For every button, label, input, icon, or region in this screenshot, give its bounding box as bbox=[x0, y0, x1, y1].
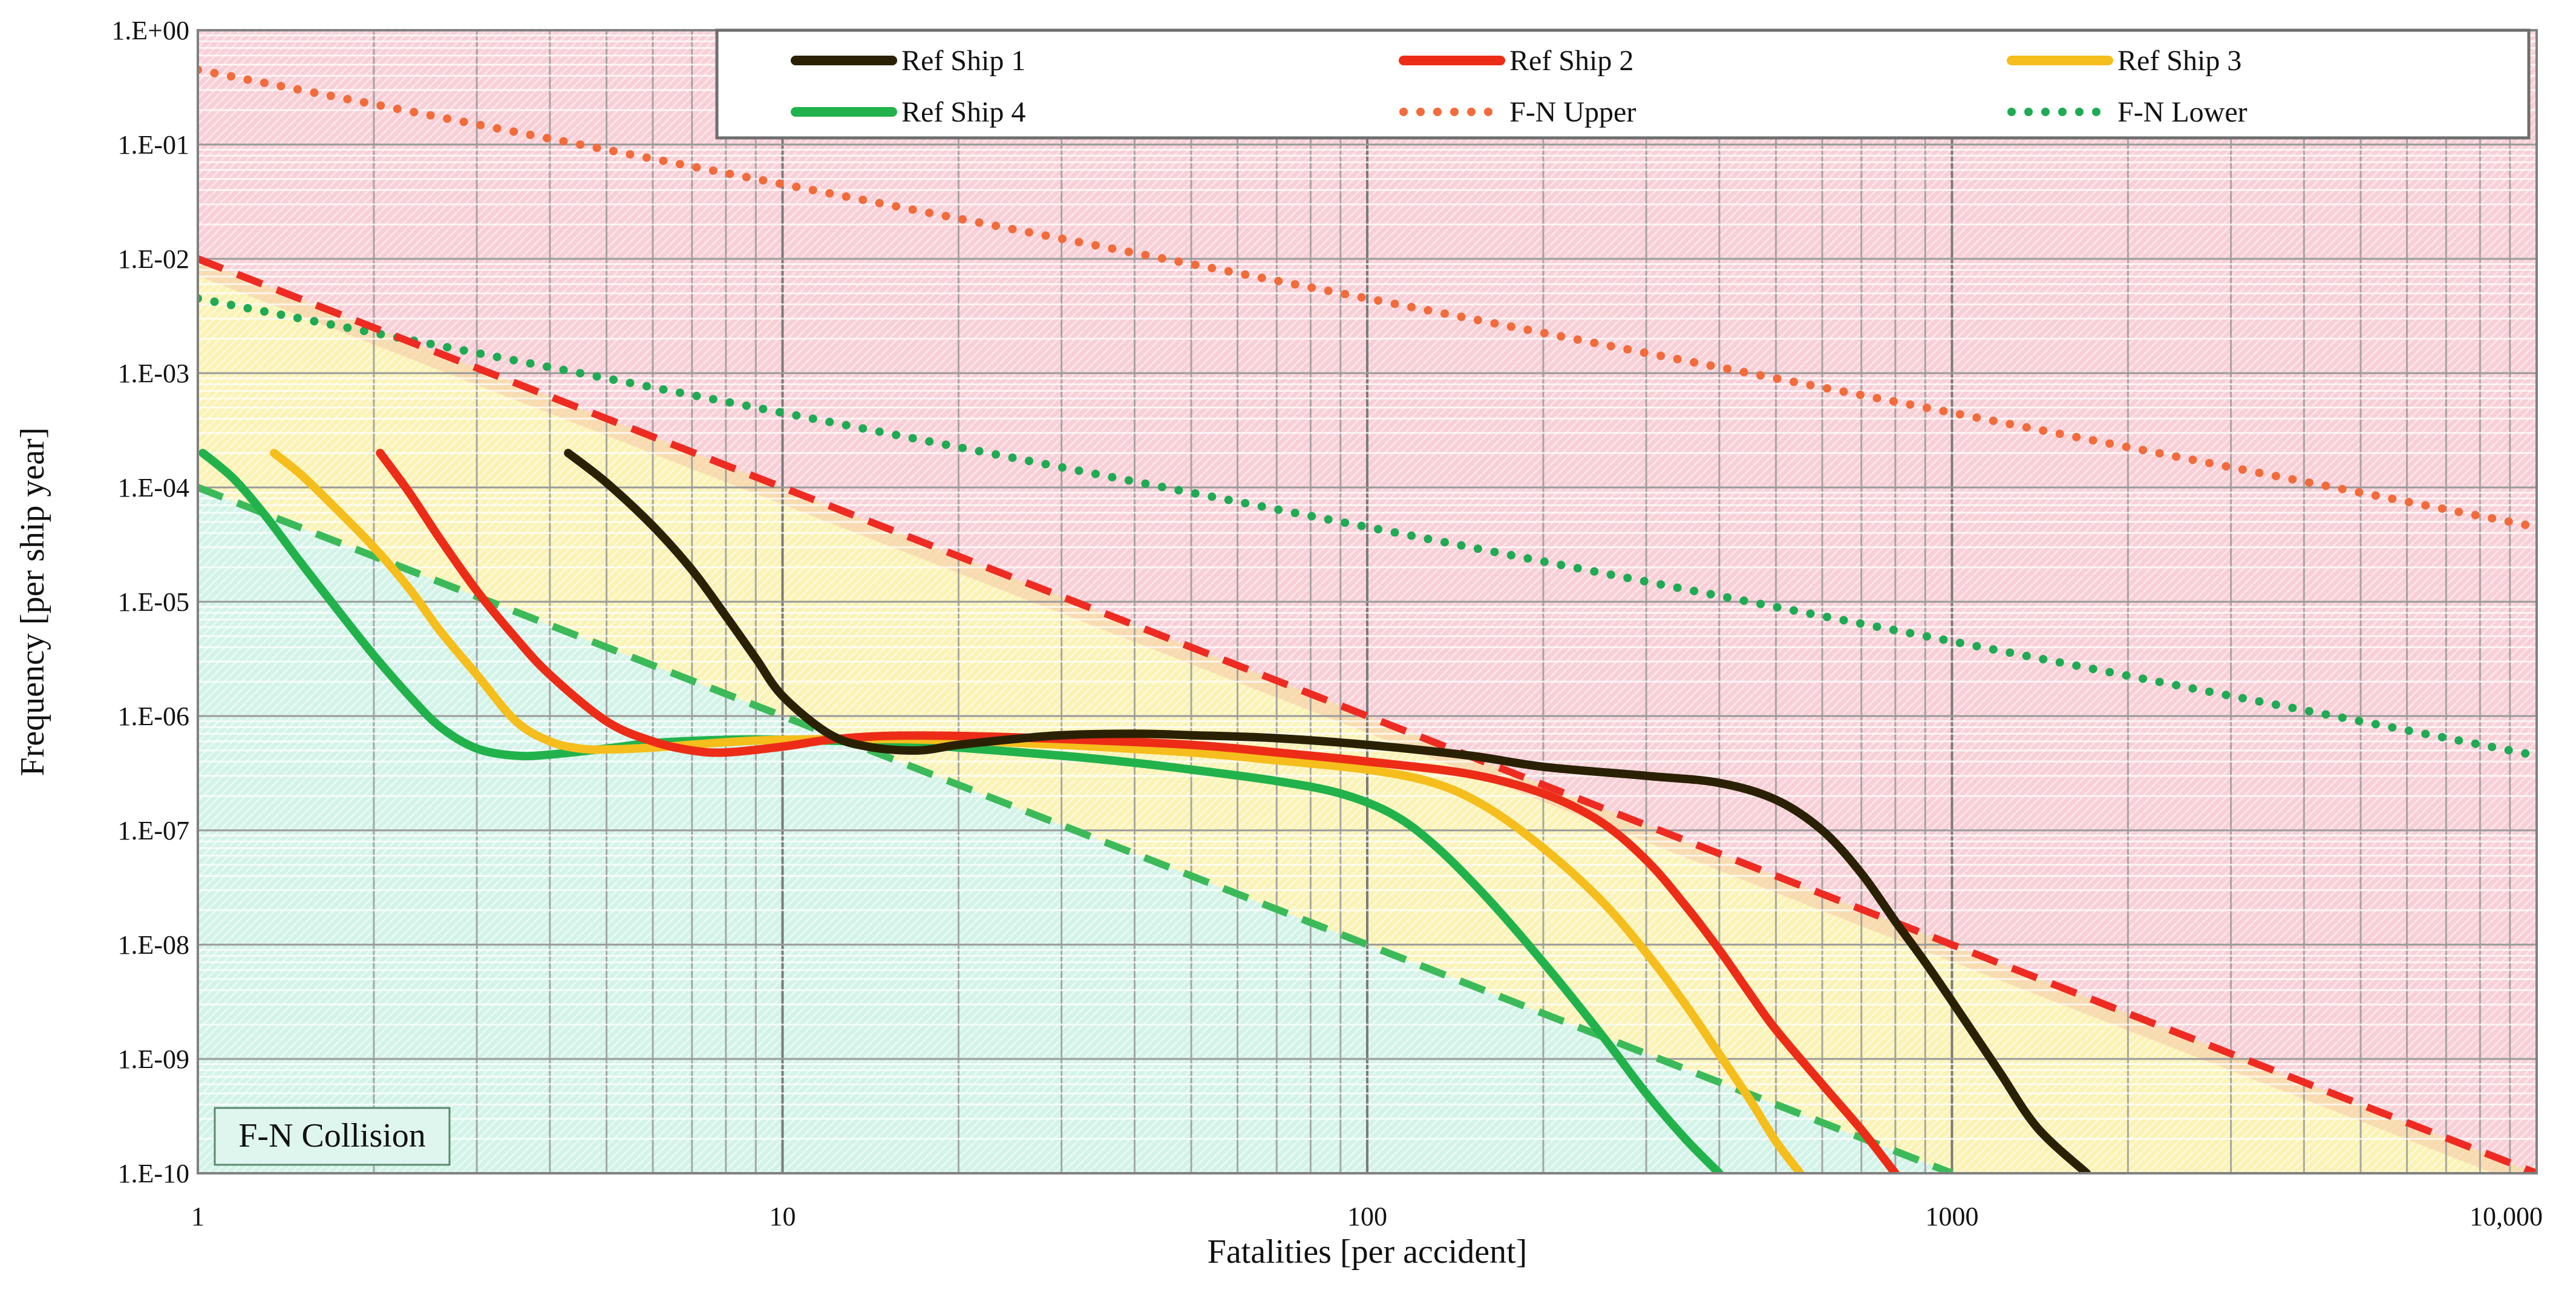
x-tick-label: 1000 bbox=[1926, 1202, 1979, 1231]
series-line-f-n-lower bbox=[198, 294, 2537, 760]
y-tick-label: 1.E-02 bbox=[117, 244, 189, 274]
y-tick-label: 1.E-09 bbox=[117, 1044, 189, 1074]
legend-label: Ref Ship 1 bbox=[901, 45, 1025, 77]
series bbox=[198, 65, 2537, 1173]
annotation-box bbox=[214, 1107, 451, 1166]
axes: 1.E+00 1.E-01 1.E-02 1.E-03 1.E-04 1.E-05 1.E-… bbox=[14, 16, 2543, 1271]
x-tick-label: 10,000 bbox=[2470, 1202, 2543, 1231]
legend-label: Ref Ship 3 bbox=[2117, 45, 2241, 77]
y-tick-label: 1.E-05 bbox=[117, 587, 189, 617]
legend-label: F-N Upper bbox=[1509, 96, 1636, 128]
x-tick-label: 1 bbox=[191, 1202, 204, 1231]
series-line-ref-ship-4 bbox=[198, 449, 1724, 1173]
series-line-ref-ship-1 bbox=[564, 449, 2091, 1173]
series-line-upper-criterion-dashed bbox=[198, 255, 2537, 1173]
y-tick-label: 1.E-08 bbox=[117, 930, 189, 960]
legend: Ref Ship 1 Ref Ship 2 Ref Ship 3 Ref Ship 4… bbox=[715, 28, 2531, 140]
legend-label: Ref Ship 2 bbox=[1509, 45, 1633, 77]
legend-label: F-N Lower bbox=[2117, 96, 2247, 128]
series-line-f-n-upper bbox=[198, 65, 2537, 532]
x-axis-title: Fatalities [per accident] bbox=[1208, 1233, 1528, 1271]
x-tick-label: 100 bbox=[1347, 1202, 1387, 1231]
annotation: F-N Collision bbox=[214, 1107, 451, 1166]
x-tick-label: 10 bbox=[770, 1202, 796, 1231]
y-tick-label: 1.E-07 bbox=[117, 816, 189, 845]
y-tick-label: 1.E+00 bbox=[111, 16, 189, 45]
legend-box bbox=[715, 28, 2531, 140]
annotation-label: F-N Collision bbox=[238, 1117, 426, 1155]
y-axis-title: Frequency [per ship year] bbox=[14, 428, 51, 777]
legend-label: Ref Ship 4 bbox=[901, 96, 1025, 128]
y-tick-label: 1.E-03 bbox=[117, 359, 189, 388]
y-tick-label: 1.E-10 bbox=[117, 1159, 189, 1188]
y-tick-label: 1.E-04 bbox=[117, 473, 189, 503]
y-tick-label: 1.E-06 bbox=[117, 702, 189, 731]
series-line-ref-ship-2 bbox=[376, 449, 1900, 1173]
y-tick-label: 1.E-01 bbox=[117, 130, 189, 160]
